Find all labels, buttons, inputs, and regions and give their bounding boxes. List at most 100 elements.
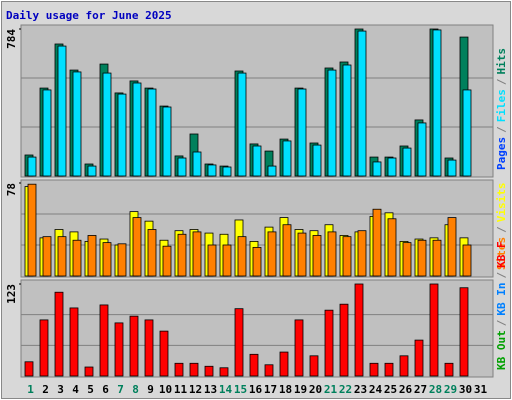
bar [447, 217, 457, 277]
x-tick-label: 23 [354, 383, 367, 396]
bar [99, 304, 109, 377]
x-tick-label: 3 [57, 383, 64, 396]
bar [162, 106, 172, 177]
bar [432, 239, 442, 277]
x-tick-label: 13 [204, 383, 217, 396]
bar [102, 242, 112, 277]
bar [267, 231, 277, 277]
x-tick-label: 24 [369, 383, 383, 396]
x-tick-label: 21 [324, 383, 338, 396]
bar [252, 246, 262, 277]
bar [402, 242, 412, 277]
x-tick-label: 29 [444, 383, 457, 396]
bar [354, 283, 364, 377]
bar [357, 30, 367, 177]
bar [192, 231, 202, 277]
bar [42, 236, 52, 277]
bar [144, 319, 154, 377]
bar [462, 244, 472, 277]
x-tick-label: 22 [339, 383, 352, 396]
bar [147, 229, 157, 277]
x-tick-label: 14 [219, 383, 233, 396]
bar [72, 239, 82, 277]
bar [357, 230, 367, 277]
bar [87, 235, 97, 277]
x-tick-label: 4 [72, 383, 79, 396]
x-tick-label: 12 [189, 383, 202, 396]
bar [222, 244, 232, 277]
x-tick-label: 18 [279, 383, 292, 396]
bar [234, 308, 244, 377]
bar [177, 157, 187, 177]
legend: Sites / Visits [495, 183, 508, 271]
bar [417, 239, 427, 277]
bar [162, 245, 172, 277]
bar [297, 88, 307, 177]
bar [444, 362, 454, 377]
bar [42, 89, 52, 177]
bar [102, 72, 112, 177]
bar [342, 236, 352, 277]
bar [294, 319, 304, 377]
y-tick-label: 784 [5, 29, 18, 49]
bar [192, 151, 202, 177]
bar [177, 233, 187, 277]
x-tick-label: 15 [234, 383, 247, 396]
bar [189, 362, 199, 377]
bar [282, 224, 292, 277]
bar [57, 45, 67, 177]
bar [27, 183, 37, 277]
bar [69, 307, 79, 377]
bar [399, 355, 409, 377]
legend-separator: / [495, 78, 508, 85]
bar [249, 353, 259, 377]
bar [27, 156, 37, 177]
bar [132, 217, 142, 277]
x-tick-label: 31 [474, 383, 488, 396]
bar [387, 218, 397, 277]
bar [372, 161, 382, 177]
bar [129, 315, 139, 377]
bar [132, 82, 142, 177]
bar [54, 291, 64, 377]
x-tick-label: 1 [27, 383, 34, 396]
legend-entry: KB In [495, 283, 508, 316]
bar [114, 322, 124, 377]
bar [369, 362, 379, 377]
bar [84, 366, 94, 377]
x-tick-label: 26 [399, 383, 413, 396]
bar [312, 235, 322, 277]
bar [324, 309, 334, 377]
bar [57, 236, 67, 277]
x-tick-label: 20 [309, 383, 322, 396]
bar [372, 208, 382, 277]
legend: Pages / Files / Hits [495, 48, 508, 170]
y-tick-label: 123 [5, 284, 18, 304]
bar [297, 232, 307, 277]
bar [387, 157, 397, 177]
bar [159, 330, 169, 377]
legend-separator: / [495, 126, 508, 133]
bar [414, 339, 424, 377]
bar [429, 283, 439, 377]
legend-entry: KB Out [495, 330, 508, 370]
bar [237, 72, 247, 177]
x-tick-label: 27 [414, 383, 427, 396]
x-tick-label: 5 [87, 383, 94, 396]
bar [417, 122, 427, 177]
legend-separator: / [495, 272, 508, 279]
x-tick-label: 16 [249, 383, 263, 396]
bar [342, 64, 352, 177]
legend-entry: KB F [495, 241, 508, 268]
bar [327, 69, 337, 177]
bar [222, 166, 232, 177]
bar [432, 29, 442, 177]
bar [279, 351, 289, 377]
bar [207, 244, 217, 277]
legend-entry: Files [495, 89, 508, 122]
bar [384, 362, 394, 377]
bar [87, 165, 97, 177]
